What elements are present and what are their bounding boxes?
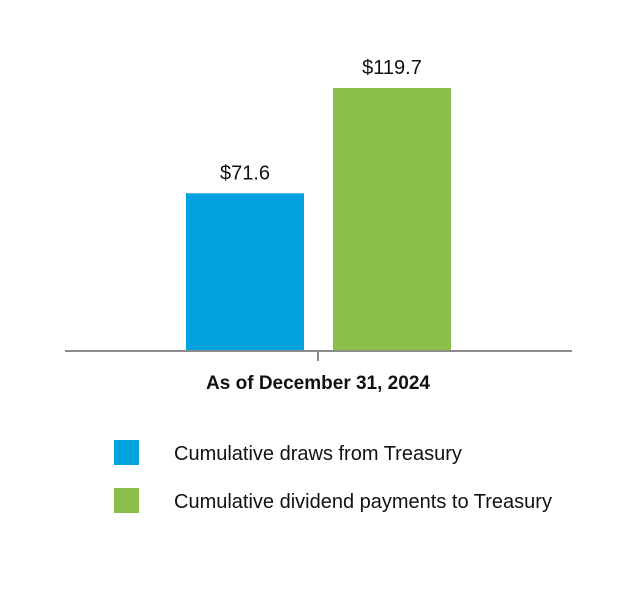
legend-swatch-dividends: [114, 488, 139, 513]
bar-draws: [186, 193, 304, 350]
legend: Cumulative draws from Treasury Cumulative…: [114, 440, 552, 513]
data-label-draws: $71.6: [220, 162, 270, 184]
axis-layer: As of December 31, 2024: [65, 350, 572, 394]
bars-layer: $71.6 $119.7: [186, 57, 451, 350]
legend-swatch-draws: [114, 440, 139, 465]
legend-label-draws: Cumulative draws from Treasury: [174, 443, 462, 465]
legend-label-dividends: Cumulative dividend payments to Treasury: [174, 491, 552, 513]
category-label: As of December 31, 2024: [206, 373, 430, 394]
bar-dividends: [333, 88, 451, 350]
data-label-dividends: $119.7: [362, 57, 422, 79]
